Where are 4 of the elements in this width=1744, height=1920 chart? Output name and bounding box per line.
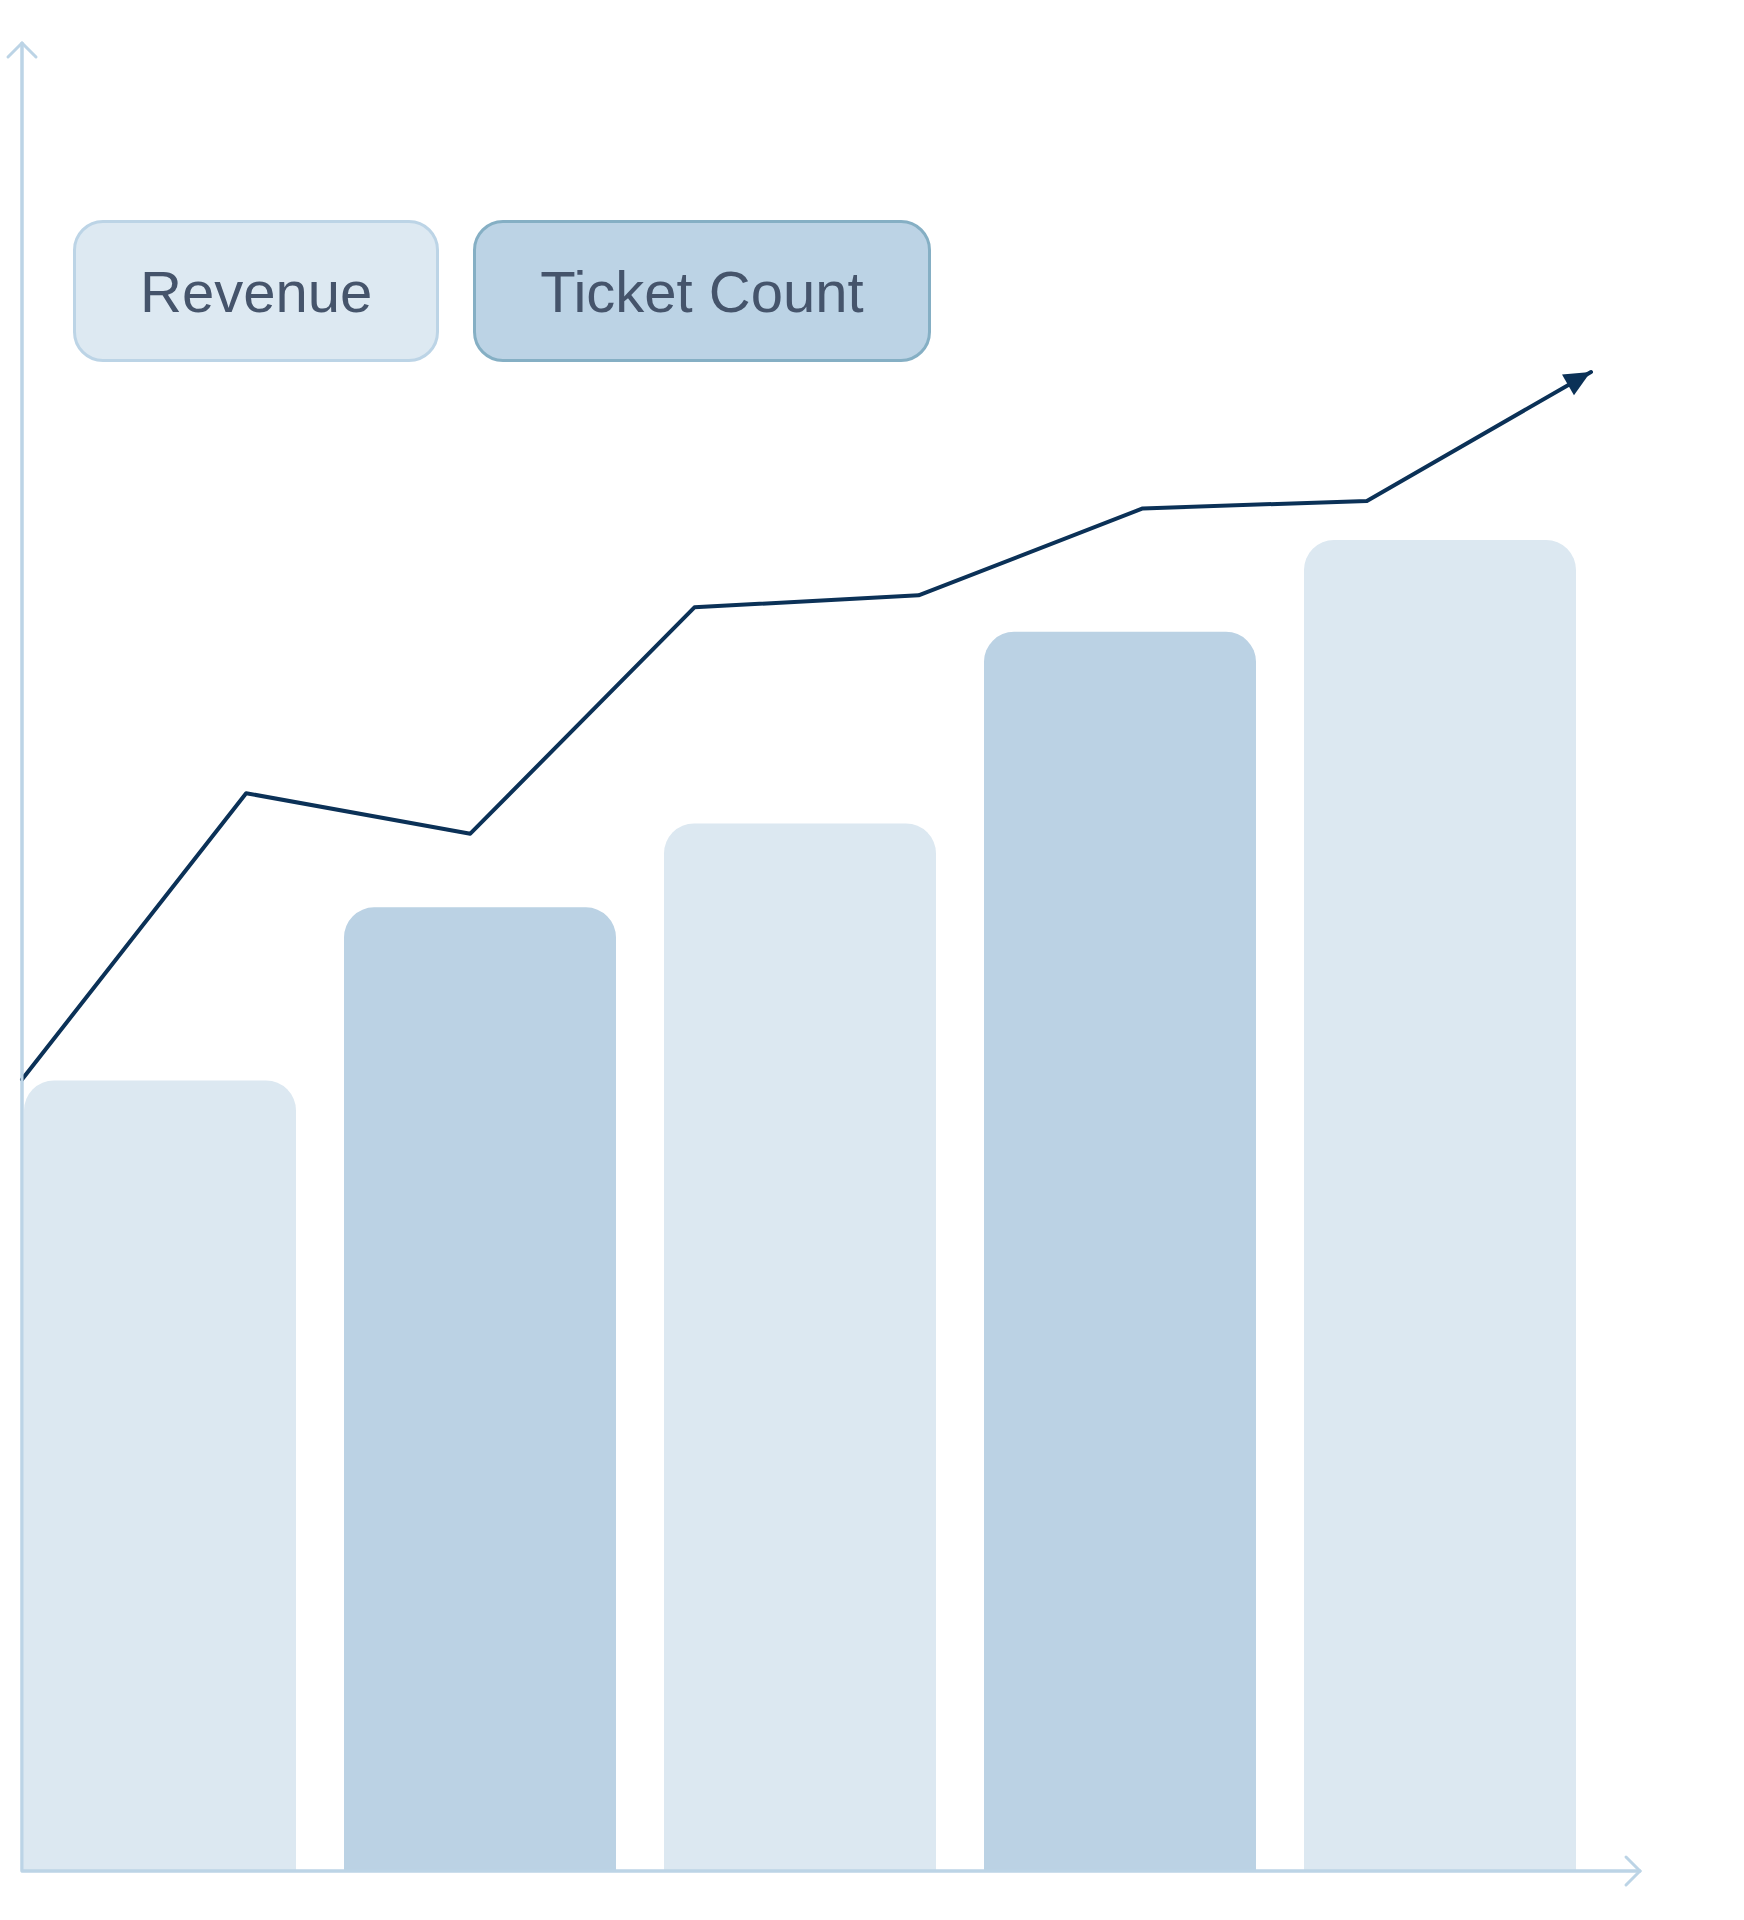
toggle-button: Revenue (73, 220, 440, 362)
bar (24, 1080, 296, 1871)
toggle-button: Ticket Count (473, 220, 931, 362)
bar (664, 823, 936, 1871)
